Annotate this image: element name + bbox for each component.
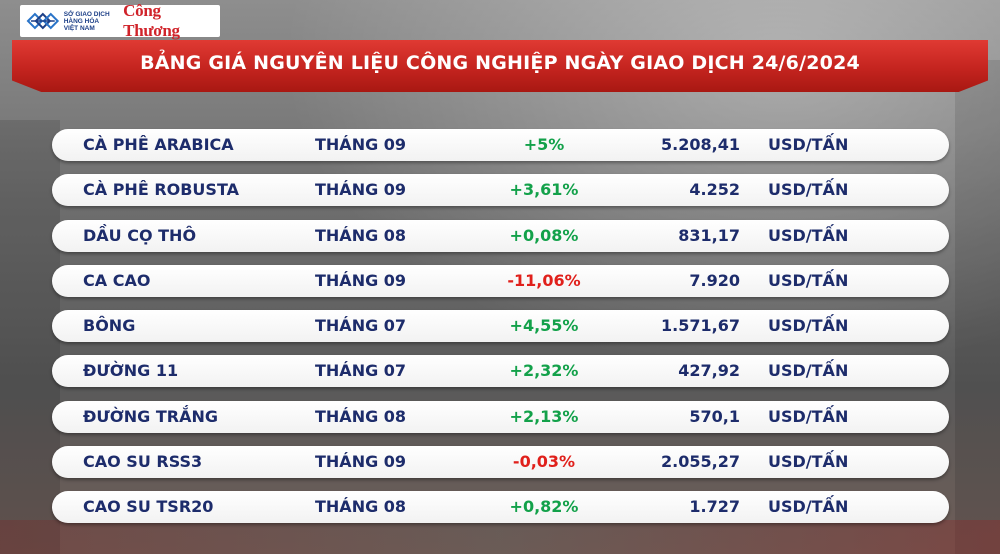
page-title: BẢNG GIÁ NGUYÊN LIỆU CÔNG NGHIỆP NGÀY GI… [140, 52, 860, 74]
price-change: +0,82% [509, 497, 579, 517]
logo-line: HÀNG HÓA [63, 17, 100, 25]
price-value: 4.252 [689, 180, 740, 200]
contract-month: THÁNG 09 [315, 452, 407, 472]
exchange-logo-text: SỞ GIAO DỊCH HÀNG HÓA VIỆT NAM [64, 11, 121, 32]
price-change: -11,06% [507, 270, 581, 290]
commodity-name: CAO SU TSR20 [83, 497, 214, 517]
contract-month: THÁNG 09 [315, 135, 407, 154]
price-unit: USD/TẤN [768, 180, 849, 200]
commodity-name: BÔNG [83, 316, 136, 336]
price-value: 427,92 [678, 361, 740, 381]
price-unit: USD/TẤN [768, 452, 849, 472]
commodity-name: CÀ PHÊ ROBUSTA [83, 180, 239, 200]
table-row: ĐƯỜNG 11 THÁNG 07 +2,32% 427,92 USD/TẤN [52, 355, 949, 388]
contract-month: THÁNG 07 [315, 361, 407, 381]
commodity-name: CAO SU RSS3 [83, 452, 203, 472]
background-shade-left [0, 120, 60, 554]
table-row: CA CAO THÁNG 09 -11,06% 7.920 USD/TẤN [52, 264, 949, 297]
price-value: 1.571,67 [661, 316, 740, 336]
commodity-name: DẦU CỌ THÔ [83, 225, 197, 245]
header-logos: SỞ GIAO DỊCH HÀNG HÓA VIỆT NAM Công Thươ… [20, 1, 220, 40]
contract-month: THÁNG 09 [315, 180, 407, 200]
table-row: ĐƯỜNG TRẮNG THÁNG 08 +2,13% 570,1 USD/TẤ… [52, 400, 949, 433]
price-unit: USD/TẤN [768, 361, 849, 381]
logo-line: SỞ GIAO DỊCH [63, 10, 110, 18]
logo-line: VIỆT NAM [63, 24, 95, 32]
brand-logo: Công Thương [123, 1, 180, 40]
exchange-logo-icon [26, 12, 60, 30]
table-row: BÔNG THÁNG 07 +4,55% 1.571,67 USD/TẤN [52, 310, 949, 343]
background-shade-right [955, 60, 1000, 554]
price-value: 831,17 [678, 225, 740, 245]
price-unit: USD/TẤN [768, 225, 849, 245]
price-unit: USD/TẤN [768, 270, 849, 290]
price-value: 570,1 [689, 406, 740, 426]
price-change: -0,03% [512, 452, 576, 472]
price-unit: USD/TẤN [768, 497, 849, 517]
price-change: +3,61% [509, 180, 579, 200]
price-change: +0,08% [509, 225, 579, 245]
price-change: +2,32% [509, 361, 579, 381]
price-unit: USD/TẤN [768, 316, 849, 336]
price-value: 7.920 [689, 270, 740, 290]
commodity-name: CÀ PHÊ ARABICA [83, 135, 234, 154]
price-change: +4,55% [509, 316, 579, 336]
contract-month: THÁNG 07 [315, 316, 407, 336]
table-row: CÀ PHÊ ROBUSTA THÁNG 09 +3,61% 4.252 USD… [52, 174, 949, 207]
table-row: CAO SU RSS3 THÁNG 09 -0,03% 2.055,27 USD… [52, 446, 949, 479]
table-row: CAO SU TSR20 THÁNG 08 +0,82% 1.727 USD/T… [52, 491, 949, 524]
contract-month: THÁNG 09 [315, 270, 407, 290]
contract-month: THÁNG 08 [315, 406, 407, 426]
table-row: CÀ PHÊ ARABICA THÁNG 09 +5% 5.208,41 USD… [52, 129, 949, 161]
title-banner: BẢNG GIÁ NGUYÊN LIỆU CÔNG NGHIỆP NGÀY GI… [12, 40, 988, 92]
price-table: CÀ PHÊ ARABICA THÁNG 09 +5% 5.208,41 USD… [52, 129, 949, 537]
commodity-name: ĐƯỜNG 11 [83, 361, 179, 381]
price-value: 2.055,27 [661, 452, 740, 472]
price-unit: USD/TẤN [768, 406, 849, 426]
price-change: +5% [523, 135, 565, 154]
contract-month: THÁNG 08 [315, 497, 407, 517]
price-value: 1.727 [689, 497, 740, 517]
price-unit: USD/TẤN [768, 135, 849, 154]
contract-month: THÁNG 08 [315, 225, 407, 245]
commodity-name: ĐƯỜNG TRẮNG [83, 406, 218, 426]
price-value: 5.208,41 [661, 135, 740, 154]
commodity-name: CA CAO [83, 270, 151, 290]
table-row: DẦU CỌ THÔ THÁNG 08 +0,08% 831,17 USD/TẤ… [52, 219, 949, 252]
background-bottom-strip [0, 520, 1000, 554]
price-change: +2,13% [509, 406, 579, 426]
